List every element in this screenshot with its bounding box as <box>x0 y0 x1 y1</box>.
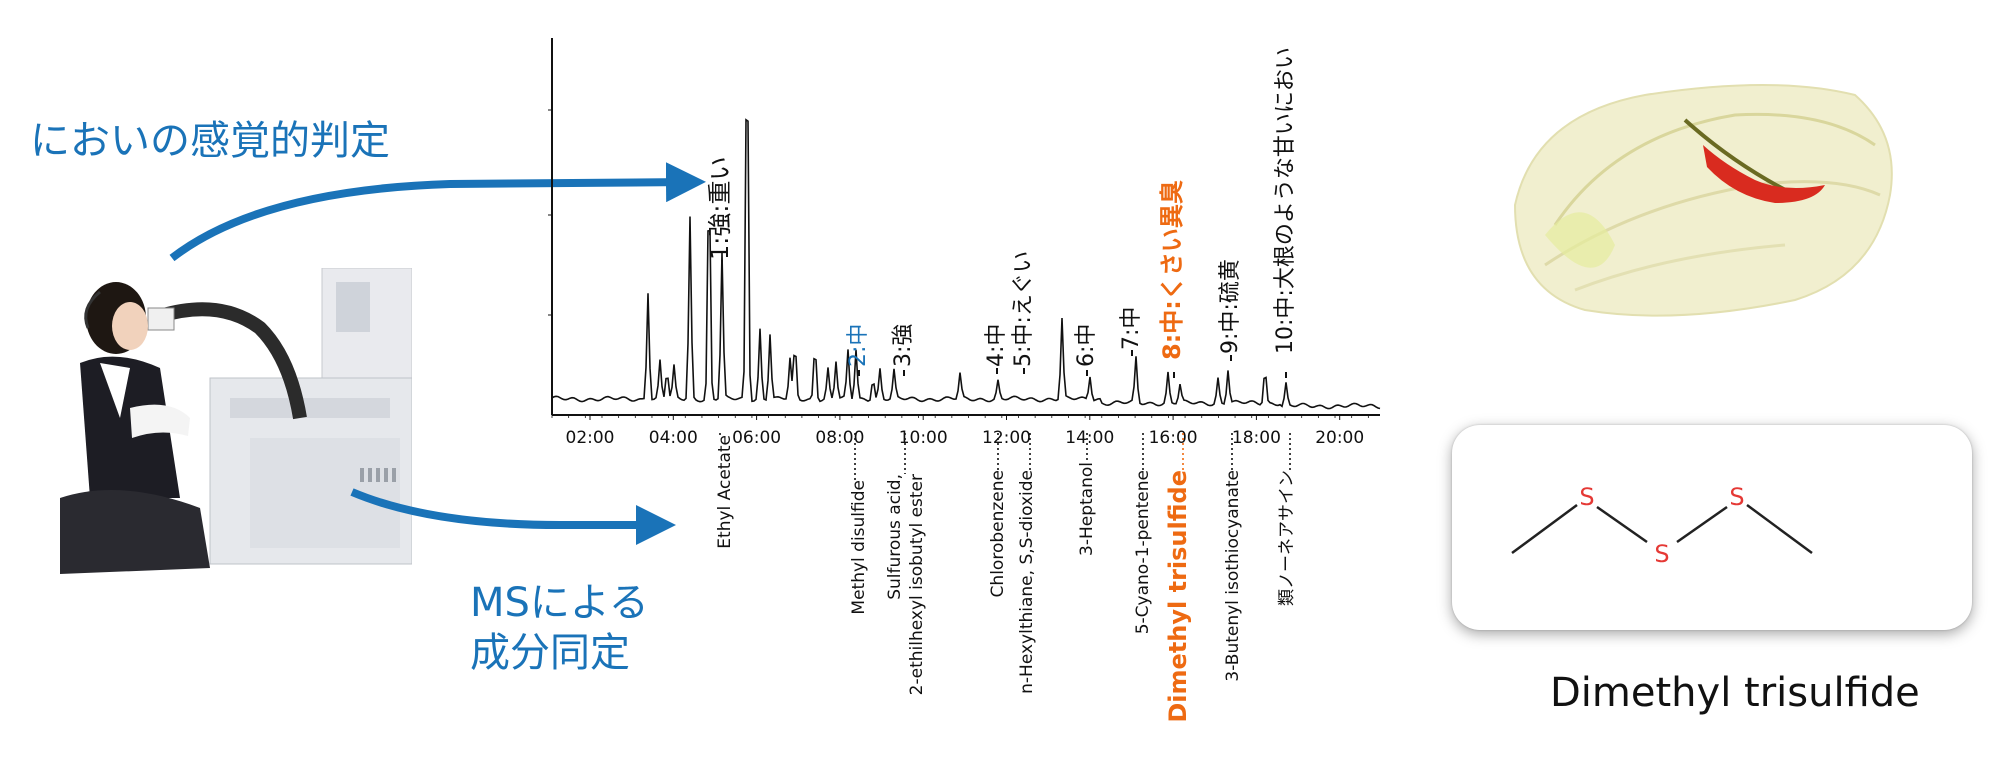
chromatogram-trace <box>551 118 1381 410</box>
x-tick-label: 12:00 <box>982 428 1031 448</box>
sulfur-atom: S <box>1654 540 1669 568</box>
x-tick-label: 18:00 <box>1232 428 1281 448</box>
compound-name: Dimethyl trisulfide <box>1164 470 1192 723</box>
x-tick-label: 06:00 <box>732 428 781 448</box>
odor-annotation: 8:中:くさい異臭 <box>1158 180 1186 360</box>
odor-annotation: 2:中 <box>846 324 871 367</box>
sulfur-atom: S <box>1729 483 1744 511</box>
y-axis-minor-ticks <box>548 109 552 316</box>
ms-identification-label: MSによる 成分同定 <box>470 578 649 678</box>
x-tick-label: 16:00 <box>1149 428 1198 448</box>
arrow-to-chromatogram <box>169 162 706 262</box>
ms-line-2: 成分同定 <box>470 630 630 676</box>
sulfur-atom: S <box>1579 483 1594 511</box>
odor-annotation: 1:強:重い <box>706 157 734 260</box>
compound-name: 類ノーネアサイン <box>1277 470 1297 606</box>
molecule-name: Dimethyl trisulfide <box>1550 670 1920 716</box>
x-tick-label: 08:00 <box>815 428 864 448</box>
odor-annotation: 7:中 <box>1119 307 1144 350</box>
compound-name: n-Hexylthiane, S,S-dioxide <box>1017 470 1037 694</box>
compound-name: Chlorobenzene <box>988 470 1008 597</box>
arrow-to-compounds <box>350 488 676 545</box>
odor-annotations: 1:強:重い 2:中 3:強 4:中 5:中:えぐい 6:中 7:中 8:中:くさい異臭 9:中… <box>706 47 1298 378</box>
odor-annotation: 3:強 <box>891 324 916 367</box>
x-tick-label: 02:00 <box>566 428 615 448</box>
x-tick-label: 14:00 <box>1065 428 1114 448</box>
x-tick-label: 10:00 <box>899 428 948 448</box>
odor-annotation: 6:中 <box>1074 324 1099 367</box>
compound-names: Ethyl Acetate Methyl disulfide Sulfurous a… <box>715 433 1297 723</box>
molecule-card: S S S <box>1452 425 1972 630</box>
compound-name: Ethyl Acetate <box>715 435 735 549</box>
ms-line-1: MSによる <box>470 580 649 626</box>
compound-name: 3-Heptanol <box>1077 462 1097 556</box>
cabbage-chili-photo <box>1513 84 1893 317</box>
compound-name: 2-ethilhexyl isobutyl ester <box>907 474 927 695</box>
compound-name: 5-Cyano-1-pentene <box>1133 470 1153 634</box>
x-axis-ticks: 02:00 04:00 06:00 08:00 10:00 12:00 14:00 16:00… <box>551 415 1369 448</box>
molecule-structure: S S S <box>1511 483 1813 568</box>
compound-name: 3-Butenyl isothiocyanate <box>1223 470 1243 682</box>
sensory-evaluation-label: においの感覚的判定 <box>30 118 390 164</box>
odor-annotation: 9:中:硫黄 <box>1218 259 1243 354</box>
operator-instrument-photo <box>60 268 412 574</box>
x-tick-label: 20:00 <box>1315 428 1364 448</box>
odor-annotation: 10:中:大根のような甘いにおい <box>1273 47 1298 354</box>
compound-name: Methyl disulfide <box>849 480 869 615</box>
x-tick-label: 04:00 <box>649 428 698 448</box>
odor-annotation: 5:中:えぐい <box>1011 251 1036 367</box>
odor-annotation: 4:中 <box>984 324 1009 367</box>
compound-name: Sulfurous acid, <box>885 474 905 600</box>
